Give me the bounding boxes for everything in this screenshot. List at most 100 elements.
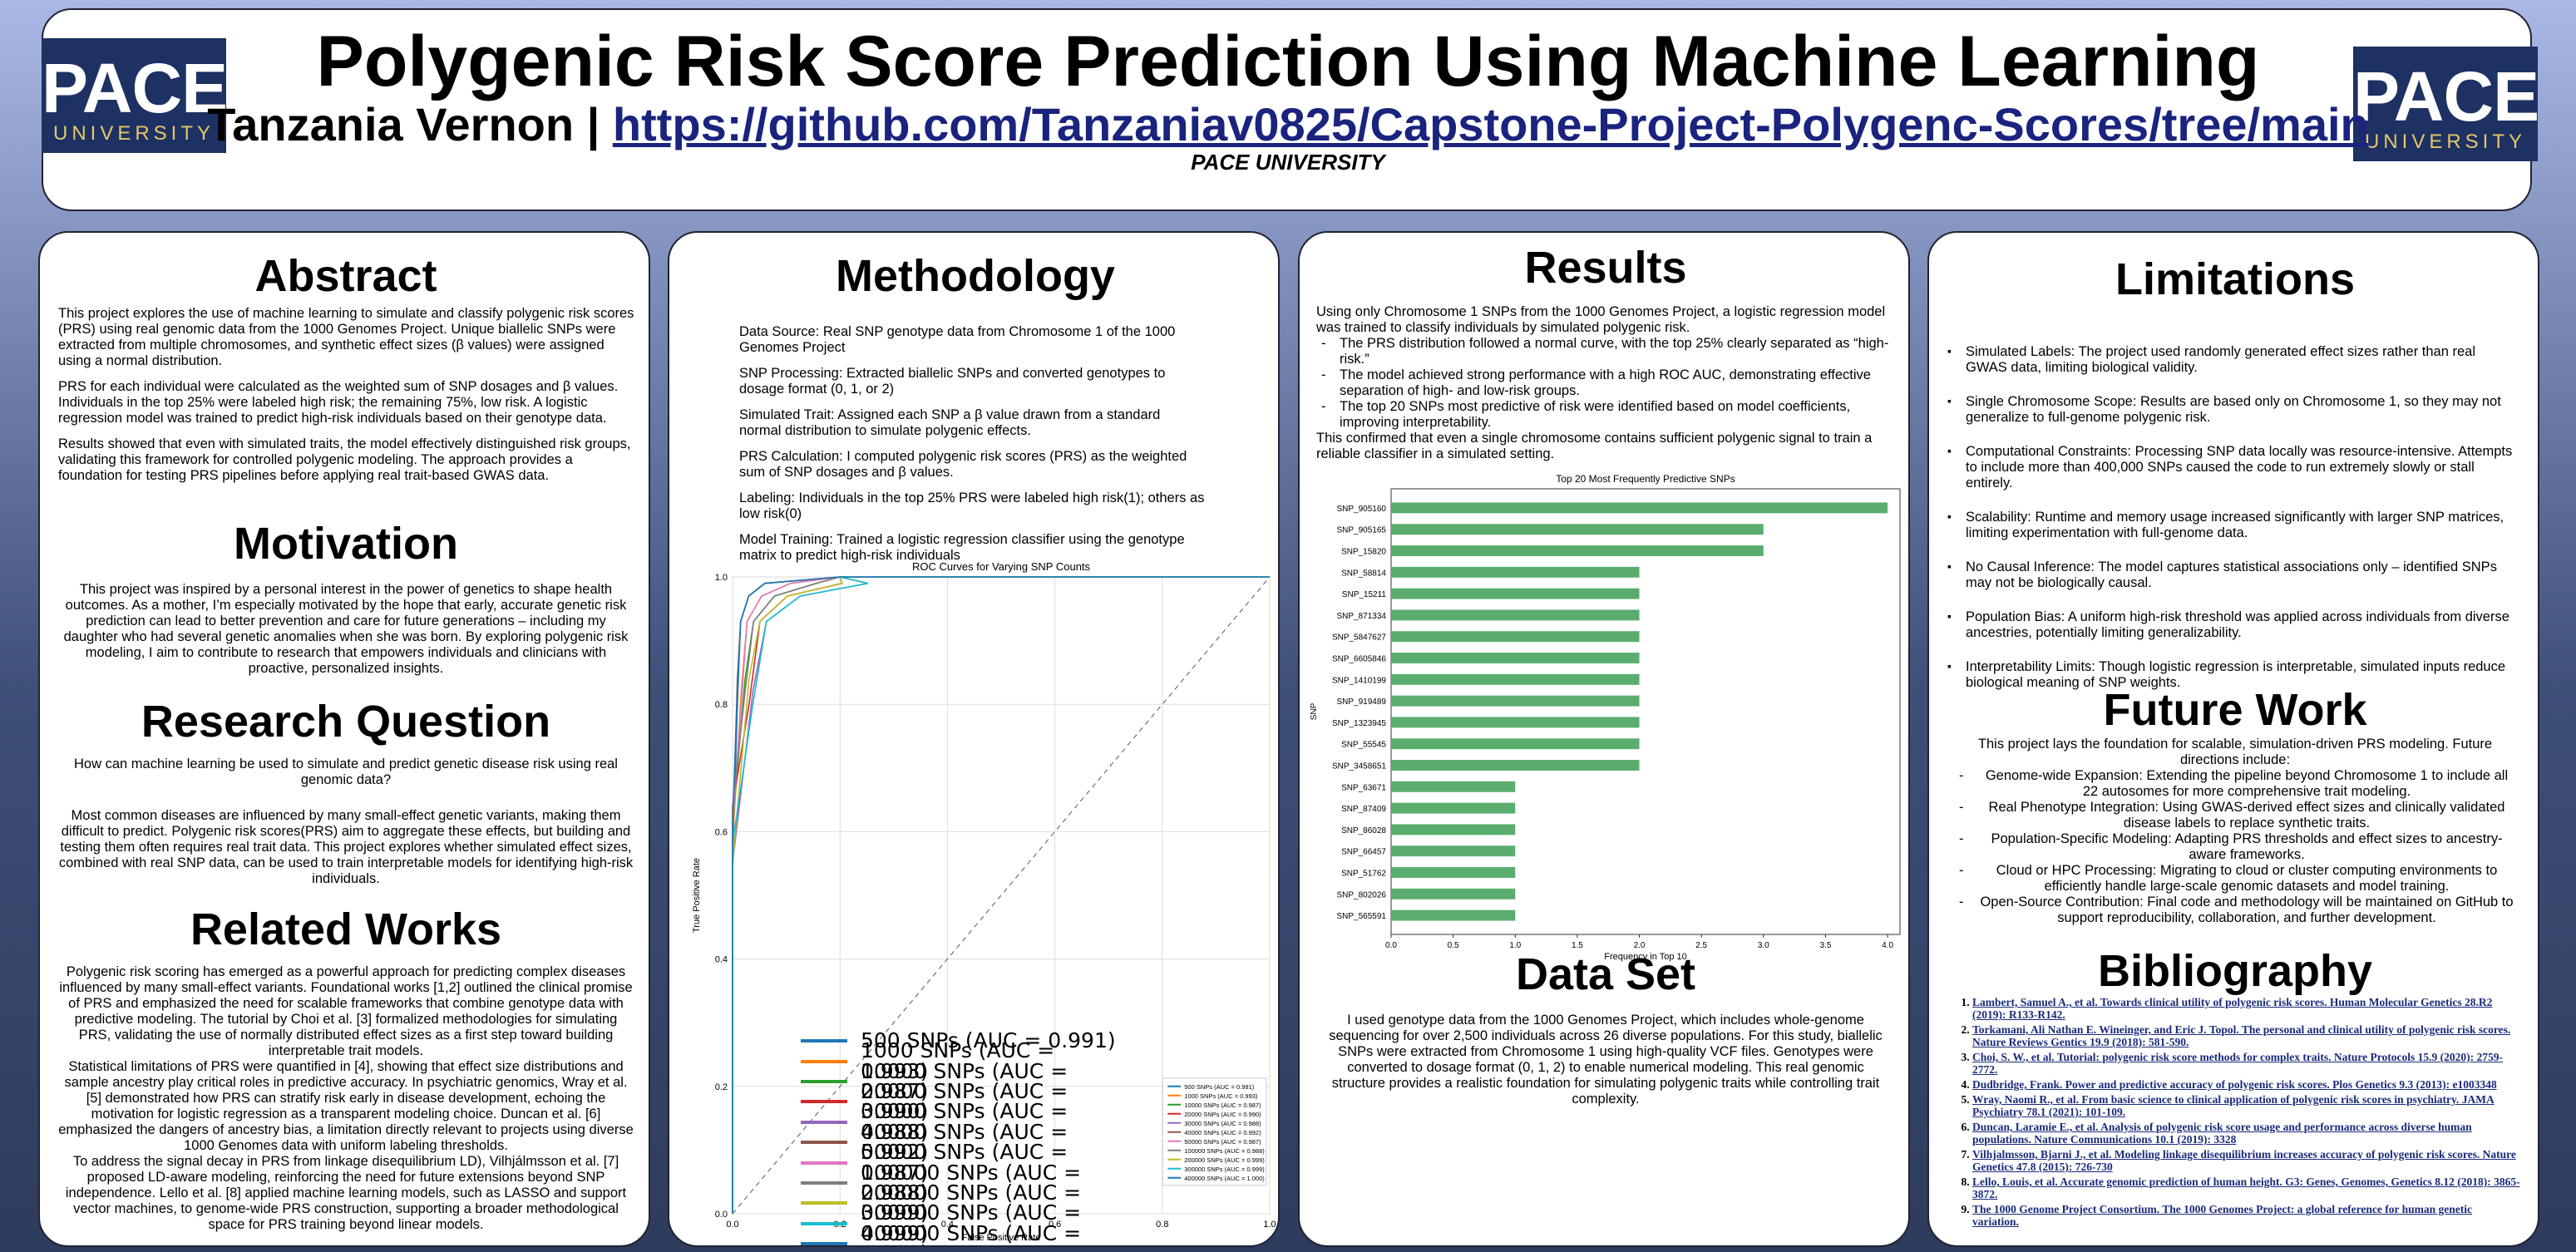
roc-legend-label: 400000 SNPs (AUC = 1.000)	[1184, 1175, 1265, 1182]
future-work-heading: Future Work	[2103, 685, 2367, 735]
roc-y-label: True Positive Rate	[692, 858, 702, 933]
roc-y-tick: 1.0	[715, 573, 728, 583]
roc-x-tick: 0.4	[941, 1220, 954, 1230]
snp-category-label: SNP_1323945	[1332, 719, 1386, 728]
results-bullet: The model achieved strong performance wi…	[1316, 367, 1898, 399]
snp-bar	[1391, 502, 1888, 514]
roc-big-legend-row: 10000 SNPs (AUC = 0.987)	[801, 1061, 1117, 1102]
snp-category-label: SNP_58814	[1341, 569, 1386, 578]
roc-chart: ROC Curves for Varying SNP Counts 0.0 0.2 0…	[692, 560, 1276, 1243]
snp-x-label: Frequency in Top 10	[1604, 952, 1686, 962]
roc-big-legend-row: 200000 SNPs (AUC = 0.999)	[801, 1182, 1117, 1223]
roc-big-legend-swatch	[801, 1120, 847, 1124]
limitation-item: Simulated Labels: The project used rando…	[1947, 343, 2516, 376]
roc-legend-label: 40000 SNPs (AUC = 0.992)	[1184, 1129, 1261, 1136]
future-work-body: This project lays the foundation for sca…	[1954, 737, 2516, 926]
snp-bar	[1391, 738, 1640, 750]
bibliography-item[interactable]: Wray, Naomi R., et al. From basic scienc…	[1972, 1093, 2521, 1118]
snp-bar	[1391, 588, 1640, 599]
snp-bar	[1391, 867, 1516, 878]
roc-big-legend-swatch	[801, 1100, 847, 1104]
github-link[interactable]: https://github.com/Tanzaniav0825/Capston…	[612, 98, 2369, 150]
roc-big-legend-label: 10000 SNPs (AUC = 0.987)	[861, 1058, 1068, 1103]
bibliography-item[interactable]: Lambert, Samuel A., et al. Towards clini…	[1972, 996, 2521, 1021]
abstract-paragraph: Results showed that even with simulated …	[58, 436, 631, 483]
snp-category-label: SNP_802026	[1337, 890, 1387, 900]
future-item: Genome-wide Expansion: Extending the pip…	[1954, 768, 2516, 800]
snp-category-label: SNP_5847627	[1332, 633, 1386, 643]
snp-x-tick: 2.5	[1695, 941, 1707, 950]
dataset-text: I used genotype data from the 1000 Genom…	[1329, 1013, 1883, 1107]
roc-y-tick: 0.0	[715, 1210, 728, 1220]
future-item: Cloud or HPC Processing: Migrating to cl…	[1954, 863, 2516, 895]
roc-y-tick: 0.4	[715, 955, 728, 965]
methodology-item: Simulated Trait: Assigned each SNP a β v…	[739, 407, 1161, 438]
snp-x-tick: 3.0	[1758, 941, 1769, 950]
future-item: Population-Specific Modeling: Adapting P…	[1954, 831, 2516, 863]
bibliography-item[interactable]: Duncan, Laramie E., et al. Analysis of p…	[1972, 1121, 2521, 1146]
roc-legend-label: 300000 SNPs (AUC = 0.999)	[1184, 1166, 1265, 1173]
snp-x-tick: 2.0	[1634, 941, 1646, 950]
snp-bar	[1391, 760, 1640, 771]
methodology-item: Data Source: Real SNP genotype data from…	[739, 324, 1176, 355]
snp-bar	[1391, 653, 1640, 663]
panel-limitations: Limitations Simulated Labels: The projec…	[1927, 231, 2539, 1247]
poster-header	[42, 8, 2532, 211]
bibliography-body: Lambert, Samuel A., et al. Towards clini…	[1947, 996, 2521, 1230]
bibliography-item[interactable]: Lello, Louis, et al. Accurate genomic pr…	[1972, 1176, 2521, 1200]
motivation-text: This project was inspired by a personal …	[63, 582, 629, 676]
logo-subtext: UNIVERSITY	[2364, 131, 2527, 153]
snp-category-label: SNP_565591	[1337, 912, 1387, 921]
snp-category-label: SNP_55545	[1341, 741, 1386, 750]
snp-x-tick: 1.0	[1509, 941, 1521, 950]
roc-big-legend-row: 100000 SNPs (AUC = 0.988)	[801, 1162, 1117, 1203]
snp-plot-area	[1390, 488, 1901, 935]
snp-bar	[1391, 695, 1640, 707]
related-paragraph: Polygenic risk scoring has emerged as a …	[59, 964, 633, 1058]
roc-big-legend-row: 300000 SNPs (AUC = 0.999)	[801, 1202, 1117, 1244]
snp-bar	[1391, 717, 1640, 728]
dataset-heading: Data Set	[1515, 949, 1696, 999]
roc-chance-line	[732, 576, 1271, 1215]
snp-bar	[1391, 545, 1764, 556]
abstract-paragraph: PRS for each individual were calculated …	[58, 379, 619, 426]
limitations-body: Simulated Labels: The project used rando…	[1947, 343, 2516, 709]
results-bullet: The PRS distribution followed a normal c…	[1316, 336, 1898, 367]
methodology-item: Labeling: Individuals in the top 25% PRS…	[739, 490, 1205, 521]
roc-big-legend-label: 30000 SNPs (AUC = 0.988)	[861, 1099, 1068, 1144]
roc-big-legend-swatch	[801, 1221, 847, 1225]
bibliography-list: Lambert, Samuel A., et al. Towards clini…	[1947, 996, 2521, 1228]
results-body: Using only Chromosome 1 SNPs from the 10…	[1316, 304, 1898, 462]
bibliography-item[interactable]: Vilhjalmsson, Bjarni J., et al. Modeling…	[1972, 1148, 2521, 1173]
poster-title: Polygenic Risk Score Prediction Using Ma…	[316, 22, 2260, 101]
roc-legend-label: 20000 SNPs (AUC = 0.990)	[1184, 1111, 1261, 1118]
results-bullet: The top 20 SNPs most predictive of risk …	[1316, 399, 1898, 431]
roc-big-legend-label: 300000 SNPs (AUC = 0.999)	[861, 1200, 1082, 1245]
limitation-item: Single Chromosome Scope: Results are bas…	[1947, 393, 2516, 426]
snp-bar	[1391, 824, 1516, 835]
roc-big-legend-label: 400000 SNPs (AUC = 1.000)	[861, 1220, 1082, 1245]
future-item: Open-Source Contribution: Final code and…	[1954, 895, 2516, 926]
snp-category-label: SNP_905165	[1337, 526, 1387, 535]
roc-y-tick: 0.6	[715, 827, 728, 837]
snp-category-label: SNP_905160	[1337, 505, 1387, 514]
roc-big-legend-row: 40000 SNPs (AUC = 0.992)	[801, 1121, 1117, 1162]
snp-category-label: SNP_3458651	[1332, 762, 1386, 771]
bibliography-item[interactable]: Torkamani, Ali Nathan E. Wineinger, and …	[1972, 1023, 2521, 1048]
bibliography-item[interactable]: Dudbridge, Frank. Power and predictive a…	[1972, 1078, 2521, 1091]
panel-methodology: Methodology Data Source: Real SNP genoty…	[668, 231, 1280, 1247]
roc-big-legend-label: 20000 SNPs (AUC = 0.990)	[861, 1078, 1068, 1124]
snp-x-tick: 0.5	[1448, 941, 1459, 950]
roc-x-tick: 0.6	[1049, 1220, 1061, 1230]
limitations-heading: Limitations	[2115, 254, 2355, 304]
snp-bar	[1391, 802, 1516, 814]
panel-abstract: Abstract This project explores the use o…	[38, 231, 650, 1247]
bibliography-item[interactable]: The 1000 Genome Project Consortium. The …	[1972, 1203, 2521, 1228]
methodology-list: Data Source: Real SNP genotype data from…	[739, 324, 1205, 574]
author-name: Tanzania Vernon |	[207, 98, 613, 150]
roc-big-legend-row: 400000 SNPs (AUC = 1.000)	[801, 1223, 1117, 1245]
snp-category-label: SNP_63671	[1341, 783, 1386, 792]
roc-big-legend-row: 20000 SNPs (AUC = 0.990)	[801, 1081, 1117, 1121]
methodology-item: Model Training: Trained a logistic regre…	[739, 532, 1185, 563]
bibliography-item[interactable]: Choi, S. W., et al. Tutorial: polygenic …	[1972, 1051, 2521, 1076]
